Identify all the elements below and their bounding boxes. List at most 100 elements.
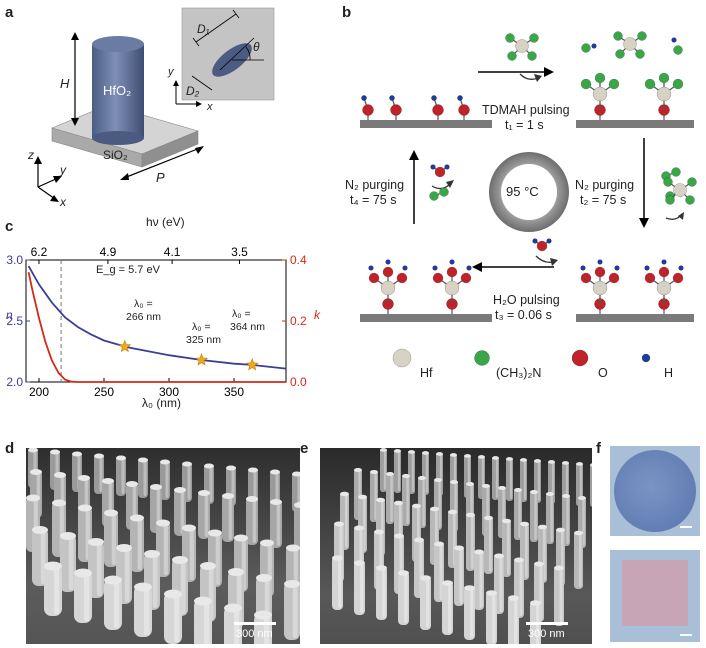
sem-pillar xyxy=(574,530,583,589)
h-atom xyxy=(671,37,677,43)
marker-364-label2: 364 nm xyxy=(230,321,266,333)
marker-star xyxy=(195,353,208,366)
sem-pillar xyxy=(60,532,76,592)
temperature-label: 95 °C xyxy=(506,184,539,199)
period-label: P xyxy=(156,170,165,185)
ligand-atom xyxy=(594,72,606,84)
ligand-atom xyxy=(382,266,394,278)
sem-pillar xyxy=(402,474,410,526)
ligand-atom xyxy=(439,187,449,197)
height-label: H xyxy=(60,76,70,91)
sem-pillar xyxy=(94,453,104,494)
marker-364-label1: λ₀ = xyxy=(232,308,251,320)
ligand-atom xyxy=(432,272,444,284)
marker-266-label2: 266 nm xyxy=(126,311,162,323)
sem-pillar xyxy=(562,461,569,505)
ligand-atom xyxy=(608,78,620,90)
scale-bar-d xyxy=(234,622,276,625)
pillar-material-label: HfO₂ xyxy=(103,83,132,98)
sem-pillar xyxy=(398,570,409,625)
ligand-atom xyxy=(446,266,458,278)
marker-325-label2: 325 nm xyxy=(186,334,222,346)
ligand-atom xyxy=(396,272,408,284)
ligand-atom xyxy=(615,49,625,59)
sem-pillar xyxy=(466,512,475,571)
step4-name: N₂ purging xyxy=(345,178,405,192)
sem-pillar xyxy=(254,610,272,644)
ligand-atom xyxy=(665,195,675,205)
sem-pillar xyxy=(194,596,212,644)
bottom-axis-label: λ₀ (nm) xyxy=(142,396,181,410)
panel-b-label: b xyxy=(342,4,352,21)
sem-pillar xyxy=(454,545,464,606)
x-tick-label: 250 xyxy=(94,385,114,399)
series-n xyxy=(27,265,287,370)
refractive-index-chart: 200 250 300 350 6.2 4.9 4.1 3.5 2.0 2.5 3.0 0.0 0.2 0… xyxy=(6,245,307,399)
axis-x-label: x xyxy=(60,195,66,209)
inset-y-label: y xyxy=(168,66,174,78)
sem-pillar xyxy=(224,603,242,644)
h-atom xyxy=(430,164,436,170)
sem-pillar xyxy=(292,471,300,512)
left-axis-label: n xyxy=(6,308,13,322)
ligand-atom xyxy=(608,272,620,284)
marker-266-label1: λ₀ = xyxy=(134,298,153,310)
ligand-atom xyxy=(594,266,606,278)
hf-atom xyxy=(623,37,637,51)
o-atom xyxy=(432,104,444,116)
h-atom xyxy=(644,265,650,271)
legend-ligand-atom xyxy=(474,350,490,366)
y-right-tick-label: 0.4 xyxy=(290,253,307,267)
sem-pillar xyxy=(576,462,583,506)
y-right-tick-label: 0.0 xyxy=(290,375,307,389)
sem-pillar xyxy=(134,582,152,637)
legend-hf-atom xyxy=(392,348,412,368)
step4-time: t₄ = 75 s xyxy=(350,193,397,207)
ligand-atom xyxy=(673,45,683,55)
o-atom xyxy=(362,104,374,116)
sem-image-d: 300 nm xyxy=(26,448,300,644)
hf-atom xyxy=(656,280,672,296)
top-tick-label: 3.5 xyxy=(231,245,248,259)
sem-pillar xyxy=(486,590,497,644)
hf-atom xyxy=(673,183,687,197)
ligand-atom xyxy=(658,72,670,84)
sem-pillar xyxy=(138,457,148,498)
x-tick-label: 350 xyxy=(224,385,244,399)
hf-atom xyxy=(515,39,529,53)
panel-e-label: e xyxy=(300,440,309,457)
marker-star xyxy=(118,339,132,353)
sem-pillar xyxy=(284,580,300,640)
sem-pillar xyxy=(474,549,484,610)
step2-time: t₂ = 75 s xyxy=(580,193,627,207)
ligand-atom xyxy=(635,49,645,59)
h-atom xyxy=(580,265,586,271)
ligand-atom xyxy=(671,167,681,177)
inset-x-label: x xyxy=(207,101,213,113)
h-atom xyxy=(597,259,603,265)
ligand-atom xyxy=(658,266,670,278)
inset-d2-label: D₂ xyxy=(186,84,200,98)
ligand-atom xyxy=(580,272,592,284)
ligand-atom xyxy=(507,51,517,61)
scale-bar-e xyxy=(526,622,568,625)
h-atom xyxy=(614,265,620,271)
ligand-atom xyxy=(644,78,656,90)
h-atom xyxy=(432,265,438,271)
sem-pillar xyxy=(554,565,564,626)
sem-image-e: 300 nm xyxy=(320,448,592,644)
inset-d1-label: D₁ xyxy=(197,22,210,36)
sem-pillar xyxy=(164,589,182,644)
sem-pillar xyxy=(502,518,511,577)
x-tick-label: 200 xyxy=(29,385,49,399)
sem-pillar xyxy=(484,515,493,574)
legend-o-atom xyxy=(571,349,589,367)
ligand-atom xyxy=(580,78,592,90)
sem-pillar xyxy=(394,449,401,493)
bandgap-label: E_g = 5.7 eV xyxy=(96,264,160,276)
legend-hf-label: Hf xyxy=(420,366,433,380)
hf-atom xyxy=(656,86,672,102)
hf-atom xyxy=(444,280,460,296)
marker-325-label1: λ₀ = xyxy=(192,321,211,333)
h-atom xyxy=(546,238,552,244)
